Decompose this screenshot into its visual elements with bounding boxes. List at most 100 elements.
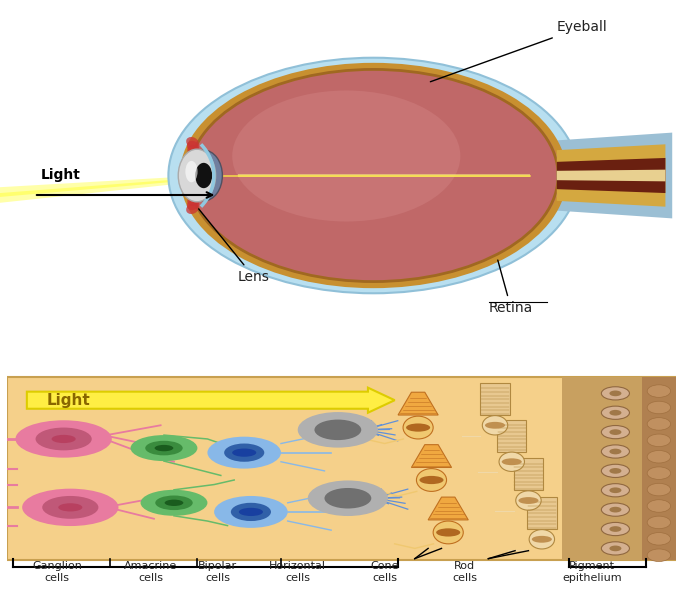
Bar — [527, 497, 557, 529]
Circle shape — [155, 445, 173, 451]
Ellipse shape — [602, 503, 629, 516]
Text: Lens: Lens — [199, 209, 270, 284]
Ellipse shape — [403, 416, 433, 439]
Text: Amacrine
cells: Amacrine cells — [124, 561, 177, 583]
Text: Bipolar
cells: Bipolar cells — [198, 561, 237, 583]
Ellipse shape — [609, 487, 621, 493]
Ellipse shape — [329, 490, 366, 506]
Circle shape — [183, 66, 564, 284]
Ellipse shape — [35, 428, 92, 451]
Text: Pigment
epithelium: Pigment epithelium — [562, 561, 622, 583]
Ellipse shape — [231, 503, 271, 521]
Ellipse shape — [609, 391, 621, 396]
Ellipse shape — [602, 523, 629, 536]
Circle shape — [58, 503, 82, 511]
Text: Light: Light — [47, 392, 91, 408]
Ellipse shape — [647, 549, 671, 562]
Ellipse shape — [187, 196, 200, 206]
Circle shape — [532, 536, 552, 542]
Ellipse shape — [529, 530, 555, 549]
Ellipse shape — [208, 437, 281, 469]
Ellipse shape — [647, 401, 671, 414]
Ellipse shape — [602, 425, 629, 439]
Bar — [480, 383, 510, 415]
Ellipse shape — [22, 488, 118, 526]
Ellipse shape — [416, 469, 447, 491]
Bar — [642, 377, 676, 560]
Ellipse shape — [647, 451, 671, 463]
Ellipse shape — [647, 533, 671, 545]
Ellipse shape — [647, 467, 671, 479]
Ellipse shape — [224, 443, 264, 462]
Ellipse shape — [433, 521, 463, 544]
Bar — [562, 377, 676, 560]
Circle shape — [52, 435, 75, 443]
Text: Light: Light — [41, 169, 81, 182]
Ellipse shape — [602, 406, 629, 419]
Ellipse shape — [186, 203, 199, 214]
Polygon shape — [557, 133, 672, 218]
Circle shape — [232, 91, 460, 221]
Text: Horizontal
cells: Horizontal cells — [270, 561, 326, 583]
Text: Eyeball: Eyeball — [430, 20, 608, 82]
Ellipse shape — [187, 199, 199, 210]
Polygon shape — [557, 158, 665, 193]
Ellipse shape — [155, 496, 193, 510]
Ellipse shape — [185, 161, 198, 182]
Ellipse shape — [609, 526, 621, 532]
Circle shape — [519, 497, 538, 504]
Ellipse shape — [602, 484, 629, 497]
Ellipse shape — [482, 416, 508, 435]
Ellipse shape — [319, 422, 356, 438]
Circle shape — [239, 508, 263, 516]
Ellipse shape — [609, 545, 621, 551]
Ellipse shape — [187, 145, 200, 155]
Ellipse shape — [609, 449, 621, 454]
Ellipse shape — [145, 441, 183, 455]
Ellipse shape — [602, 542, 629, 555]
Circle shape — [485, 422, 505, 428]
Ellipse shape — [609, 410, 621, 416]
Ellipse shape — [308, 481, 388, 516]
Polygon shape — [411, 445, 452, 467]
Ellipse shape — [609, 429, 621, 435]
Ellipse shape — [196, 163, 213, 188]
Ellipse shape — [499, 452, 524, 472]
Ellipse shape — [179, 149, 216, 202]
Ellipse shape — [314, 419, 361, 440]
Polygon shape — [0, 173, 238, 203]
Circle shape — [502, 458, 521, 465]
Text: Ganglion
cells: Ganglion cells — [32, 561, 82, 583]
Polygon shape — [557, 170, 665, 181]
Circle shape — [164, 500, 183, 506]
Circle shape — [232, 449, 256, 457]
Ellipse shape — [325, 488, 371, 509]
Ellipse shape — [186, 137, 199, 148]
Ellipse shape — [141, 490, 208, 516]
Circle shape — [168, 58, 579, 293]
Ellipse shape — [647, 484, 671, 496]
Ellipse shape — [609, 507, 621, 512]
Ellipse shape — [214, 496, 288, 528]
Ellipse shape — [297, 412, 378, 448]
Ellipse shape — [647, 500, 671, 512]
Text: Cone
cells: Cone cells — [371, 561, 399, 583]
Circle shape — [420, 476, 443, 484]
Ellipse shape — [647, 385, 671, 397]
Ellipse shape — [647, 434, 671, 446]
Bar — [497, 419, 526, 451]
Polygon shape — [238, 173, 530, 178]
Ellipse shape — [42, 496, 98, 519]
Circle shape — [406, 424, 430, 431]
Ellipse shape — [187, 141, 199, 152]
Polygon shape — [0, 175, 238, 197]
Bar — [514, 458, 543, 490]
Ellipse shape — [516, 491, 541, 510]
Ellipse shape — [185, 150, 223, 201]
Ellipse shape — [602, 464, 629, 478]
Ellipse shape — [602, 387, 629, 400]
Bar — [7, 377, 676, 560]
Text: Retina: Retina — [489, 260, 533, 315]
Circle shape — [436, 529, 460, 536]
Polygon shape — [428, 497, 469, 520]
